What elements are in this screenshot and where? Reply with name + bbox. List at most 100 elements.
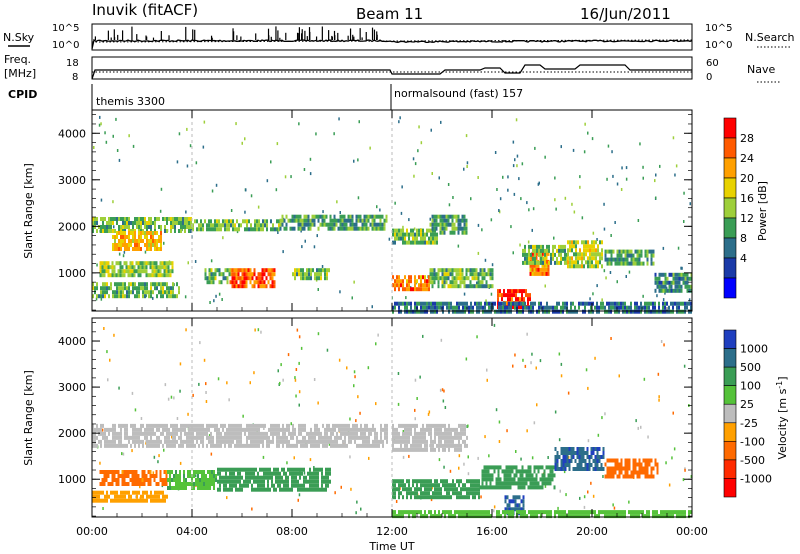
scatter-cell (176, 160, 179, 164)
band-cell (120, 290, 122, 295)
band-cell (105, 478, 108, 482)
band-cell (246, 223, 248, 228)
band-cell (535, 263, 538, 268)
band-cell (112, 435, 114, 440)
band-cell (466, 491, 468, 496)
scatter-cell (123, 250, 126, 254)
band-cell (467, 284, 470, 289)
band-cell (572, 510, 574, 515)
band-cell (350, 431, 352, 436)
band-cell (146, 435, 148, 440)
band-cell (584, 451, 587, 455)
band-cell (187, 474, 189, 478)
band-cell (163, 273, 166, 278)
scatter-cell (357, 196, 360, 200)
band-cell (541, 271, 544, 276)
band-cell (323, 222, 326, 227)
band-cell (455, 272, 458, 277)
band-cell (126, 247, 128, 251)
band-cell (646, 253, 649, 258)
scatter-cell (440, 120, 442, 124)
band-cell (684, 284, 687, 289)
band-cell (608, 470, 611, 475)
band-cell (589, 252, 591, 257)
band-cell (682, 272, 685, 277)
band-cell (440, 423, 442, 428)
band-cell (92, 423, 94, 428)
scatter-cell (277, 369, 279, 373)
band-cell (589, 244, 591, 249)
band-cell (107, 265, 110, 270)
band-cell (562, 447, 565, 451)
band-cell (136, 435, 138, 440)
band-cell (496, 309, 498, 314)
band-cell (462, 301, 464, 306)
band-cell (130, 221, 132, 225)
band-cell (126, 294, 128, 299)
band-cell (660, 280, 663, 285)
band-cell (540, 252, 542, 257)
band-cell (309, 483, 311, 488)
band-cell (616, 253, 619, 258)
band-cell (243, 479, 245, 484)
band-cell (210, 423, 212, 428)
band-cell (168, 286, 170, 291)
band-cell (150, 239, 152, 243)
band-cell (103, 261, 106, 266)
scatter-cell (531, 228, 533, 232)
band-cell (511, 465, 514, 470)
band-cell (229, 280, 232, 285)
band-cell (134, 443, 136, 448)
band-cell (491, 473, 494, 478)
band-cell (237, 479, 239, 484)
band-cell (286, 439, 288, 444)
band-cell (272, 223, 274, 228)
band-cell (214, 268, 217, 273)
band-cell (440, 439, 442, 444)
band-cell (158, 282, 160, 287)
band-cell (154, 247, 156, 251)
band-cell (564, 463, 567, 467)
band-cell (400, 301, 402, 306)
band-cell (434, 423, 436, 428)
band-cell (634, 305, 636, 310)
band-cell (622, 474, 625, 479)
band-cell (339, 222, 342, 227)
scatter-cell (414, 162, 417, 166)
band-cell (569, 260, 571, 265)
band-cell (133, 269, 136, 274)
band-cell (585, 252, 587, 257)
scatter-cell (244, 210, 246, 214)
band-cell (590, 455, 593, 459)
band-cell (396, 514, 398, 519)
band-cell (166, 229, 168, 233)
band-cell (638, 470, 641, 475)
band-cell (483, 276, 486, 281)
band-cell (488, 305, 490, 310)
band-cell (447, 284, 450, 289)
band-cell (676, 288, 679, 293)
band-cell (406, 487, 408, 492)
scatter-cell (287, 353, 290, 357)
band-cell (398, 479, 400, 484)
scatter-cell (167, 397, 170, 401)
band-cell (552, 244, 554, 249)
band-cell (412, 447, 414, 452)
band-cell (352, 431, 354, 436)
band-cell (684, 301, 686, 306)
band-cell (414, 301, 416, 306)
band-cell (450, 483, 452, 488)
band-cell (509, 477, 512, 482)
band-cell (442, 309, 444, 314)
band-cell (664, 309, 666, 314)
scatter-cell (603, 269, 606, 273)
band-cell (420, 495, 422, 500)
band-cell (100, 431, 102, 436)
band-cell (620, 249, 623, 254)
scatter-cell (328, 442, 331, 446)
band-cell (92, 221, 94, 225)
band-cell (516, 301, 518, 306)
scatter-cell (486, 368, 488, 372)
band-cell (148, 294, 150, 299)
band-cell (408, 431, 410, 436)
